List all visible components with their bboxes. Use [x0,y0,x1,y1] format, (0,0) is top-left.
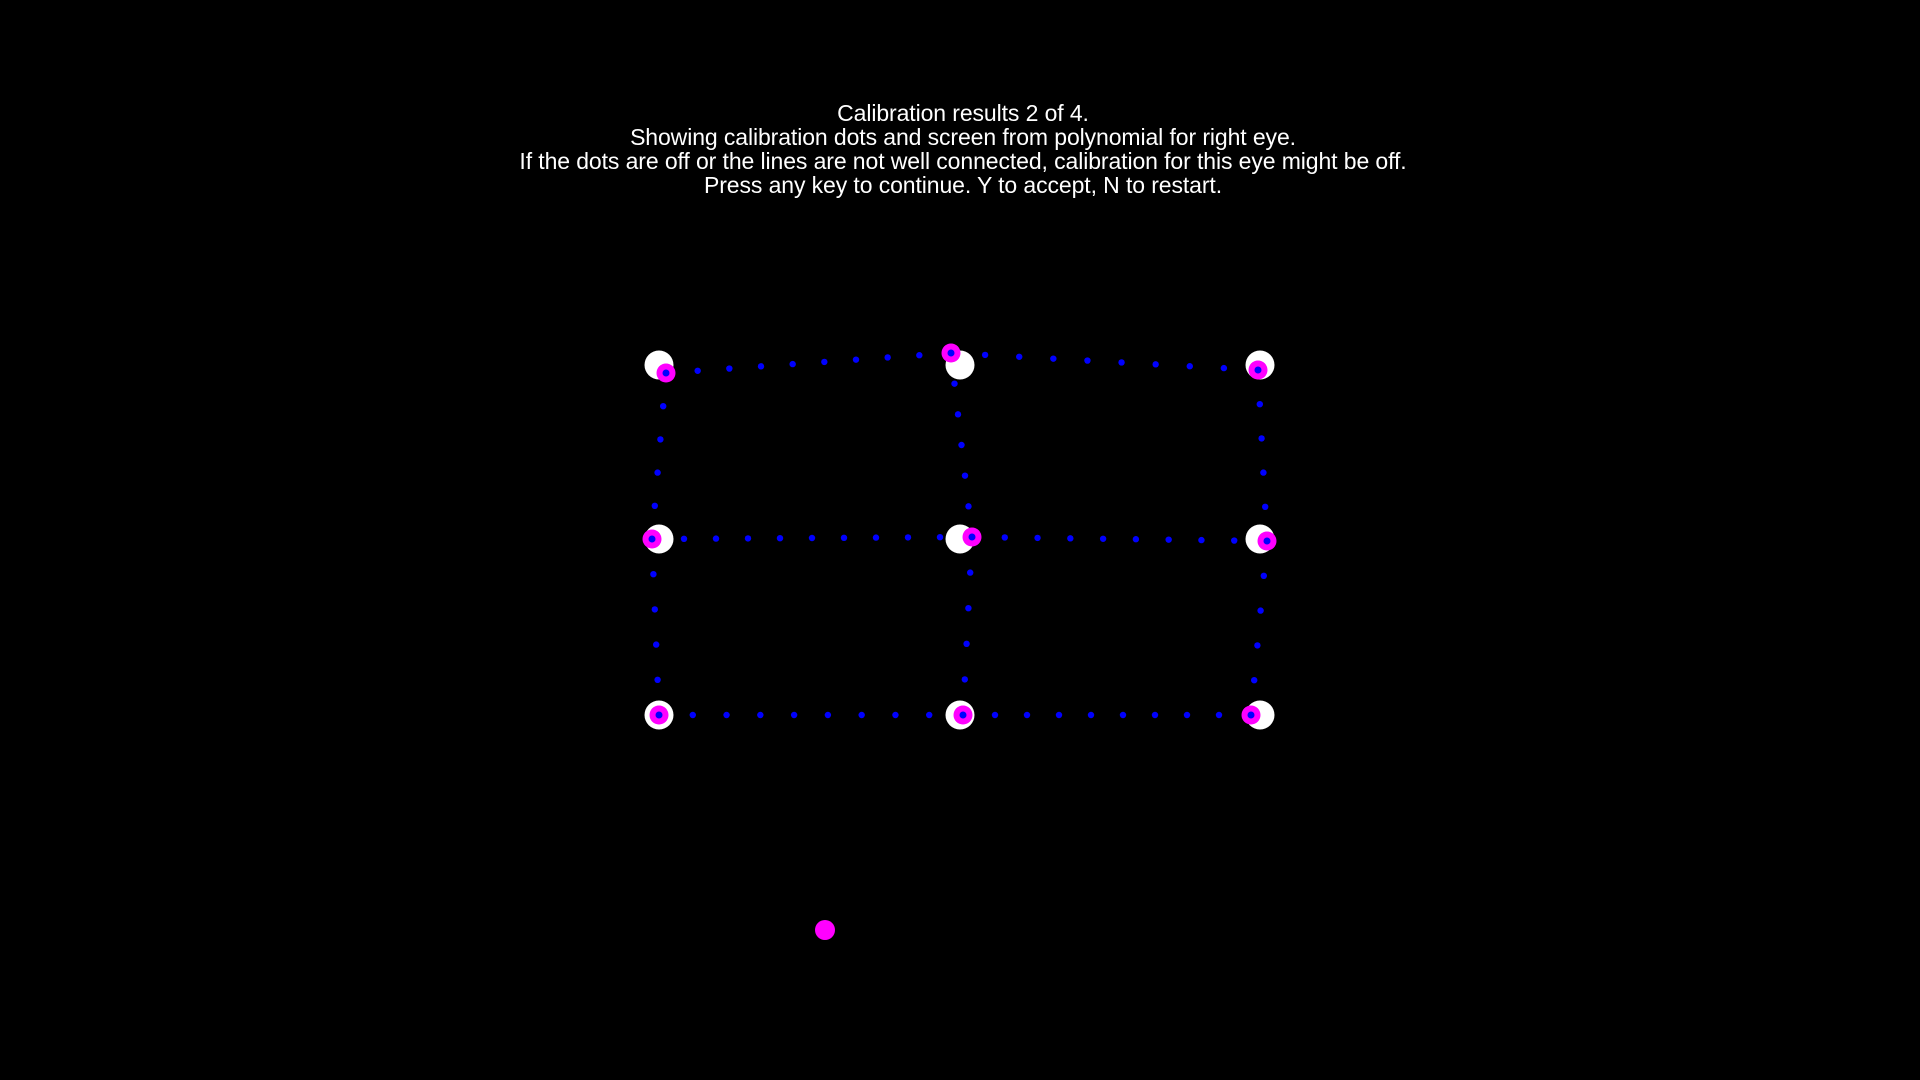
calibration-estimates [642,343,1277,725]
calibration-estimate-center [959,711,967,719]
grid-row-line-dot [712,535,720,542]
grid-row-line-dot [1087,711,1095,719]
grid-row-line-dot [991,711,999,719]
grid-row-line-dot [1132,536,1140,543]
grid-column-line-dot [1262,503,1269,510]
grid-row-line-dot [892,711,899,719]
grid-row-line-dot [757,363,765,370]
calibration-estimate-center [968,533,976,541]
grid-column-line-dot [651,606,658,613]
grid-row-line-dot [1231,537,1238,544]
grid-row-line-dot [808,534,816,542]
grid-column-line-dot [961,472,969,479]
grid-column-line-dot [967,569,974,576]
calibration-estimate-center [1263,537,1271,545]
grid-column-line-dot [965,503,972,510]
grid-row-line-dot [1050,355,1057,362]
grid-row-line-dot [1067,535,1074,542]
grid-column-line-dot [965,605,972,612]
calibration-targets [644,350,1275,730]
grid-row-line-dot [789,360,796,368]
grid-row-line-dot [1055,711,1063,719]
grid-column-line-dot [1257,607,1264,614]
grid-column-line-dot [951,380,958,387]
grid-column-line-dot [954,411,962,418]
instruction-line-title: Calibration results 2 of 4. [837,100,1089,126]
grid-row-line-dot [884,354,891,361]
grid-row-line-dot [757,711,764,719]
grid-row-line-dot [1151,711,1159,719]
gaze-position-dot [815,920,835,940]
grid-row-line-dot [821,358,828,366]
calibration-instructions: Calibration results 2 of 4. Showing cali… [0,101,1920,197]
grid-column-line-dot [654,469,661,476]
grid-column-line-dot [1256,401,1264,408]
calibration-estimate-center [947,349,955,357]
grid-row-line-dot [790,711,798,719]
instruction-line-description: Showing calibration dots and screen from… [630,124,1296,150]
grid-row-line-dot [840,534,848,541]
grid-column-line-dot [657,436,664,443]
grid-column-line-dot [1251,677,1258,684]
grid-column-line-dot [654,676,661,683]
calibration-estimate-center [648,535,656,543]
grid-column-line-dot [963,640,970,647]
grid-row-line-dot [852,356,860,363]
grid-column-line-dot [958,441,965,449]
grid-row-line-dot [1118,359,1125,366]
grid-row-line-dot [916,352,923,359]
grid-row-line-dot [1023,711,1031,719]
grid-row-line-dot [904,534,912,541]
grid-column-line-dot [1258,435,1265,442]
grid-row-line-dot [872,534,880,541]
grid-row-line-dot [1099,535,1107,542]
grid-row-line-dot [1183,711,1191,719]
grid-row-line-dot [926,711,933,719]
calibration-estimate-center [662,369,670,377]
grid-row-line-dot [1001,534,1008,541]
grid-row-line-dot [1198,536,1205,544]
grid-row-line-dot [1220,364,1228,372]
grid-row-line-dot [744,535,752,542]
grid-row-line-dot [858,711,865,719]
grid-row-line-dot [723,711,730,719]
grid-row-line-dot [1186,363,1193,370]
grid-row-line-dot [726,365,733,372]
grid-row-line-dot [1119,711,1127,719]
grid-column-line-dot [961,676,968,683]
grid-row-line-dot [936,534,944,541]
grid-column-line-dot [660,403,667,410]
grid-column-line-dot [1254,642,1261,649]
grid-row-line-dot [1084,357,1091,364]
grid-row-line-dot [1016,353,1023,360]
instruction-line-keys: Press any key to continue. Y to accept, … [703,172,1222,198]
instruction-line-warning: If the dots are off or the lines are not… [519,148,1407,174]
grid-column-line-dot [1260,469,1267,476]
grid-row-line-dot [1034,534,1041,542]
calibration-estimate-center [1254,366,1262,374]
grid-row-line-dot [981,351,989,359]
grid-column-line-dot [650,571,657,578]
grid-column-line-dot [1260,572,1268,579]
grid-row-line-dot [689,711,696,719]
grid-row-line-dot [776,535,784,542]
grid-row-line-dot [824,711,832,719]
grid-row-line-dot [1152,361,1159,368]
calibration-estimate-center [1247,711,1255,719]
current-gaze [815,920,835,940]
grid-column-line-dot [653,641,660,648]
grid-row-line-dot [1165,536,1172,543]
grid-column-line-dot [651,502,658,509]
grid-row-line-dot [694,367,701,374]
calibration-estimate-center [655,711,663,719]
grid-row-line-dot [1215,711,1223,719]
grid-row-line-dot [680,535,688,542]
